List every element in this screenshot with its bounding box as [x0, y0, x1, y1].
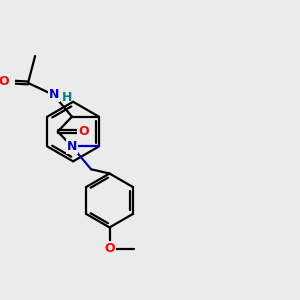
Text: O: O [104, 242, 115, 255]
Text: H: H [62, 91, 72, 104]
Text: O: O [78, 125, 88, 138]
Text: N: N [67, 140, 77, 153]
Text: O: O [0, 75, 9, 88]
Text: N: N [49, 88, 59, 101]
